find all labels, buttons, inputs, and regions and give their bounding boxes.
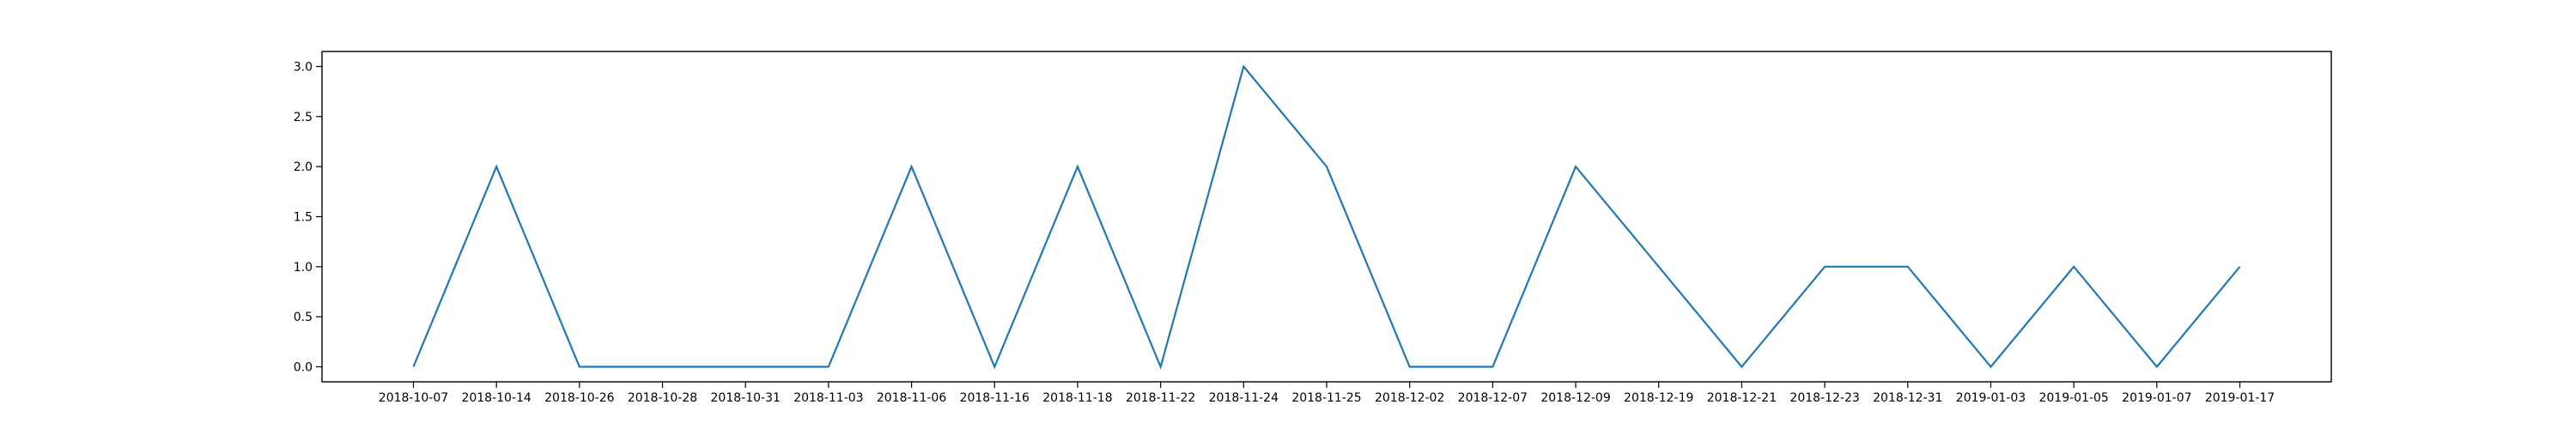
- y-tick-label: 1.5: [294, 211, 313, 225]
- x-tick-label: 2018-12-19: [1624, 391, 1693, 405]
- x-tick-label: 2018-12-02: [1375, 391, 1444, 405]
- x-tick-label: 2018-10-07: [379, 391, 448, 405]
- x-tick-label: 2019-01-05: [2038, 391, 2108, 405]
- y-tick-label: 2.0: [294, 160, 313, 174]
- x-tick-label: 2018-11-03: [793, 391, 863, 405]
- x-tick-label: 2018-12-09: [1540, 391, 1610, 405]
- y-tick-label: 0.0: [294, 361, 313, 375]
- x-tick-label: 2018-11-22: [1126, 391, 1195, 405]
- plot-area: [322, 51, 2331, 382]
- x-tick-label: 2018-10-31: [711, 391, 781, 405]
- x-tick-label: 2018-10-28: [628, 391, 697, 405]
- x-tick-label: 2018-10-26: [544, 391, 614, 405]
- y-tick-label: 3.0: [294, 61, 313, 75]
- x-tick-label: 2019-01-07: [2122, 391, 2191, 405]
- x-tick-label: 2018-10-14: [461, 391, 531, 405]
- x-tick-label: 2018-12-21: [1707, 391, 1777, 405]
- y-tick-label: 1.0: [294, 261, 313, 275]
- x-tick-label: 2018-11-25: [1291, 391, 1361, 405]
- x-tick-label: 2018-11-06: [877, 391, 946, 405]
- plot-frame: [321, 51, 2332, 383]
- x-tick-label: 2018-12-07: [1458, 391, 1528, 405]
- y-tick-label: 2.5: [294, 111, 313, 124]
- x-tick-label: 2018-11-16: [960, 391, 1030, 405]
- x-axis: 2018-10-07 2018-10-14 2018-10-26 2018-10-28…: [379, 382, 2275, 405]
- x-tick-label: 2019-01-17: [2205, 391, 2275, 405]
- x-tick-label: 2018-12-31: [1873, 391, 1942, 405]
- y-axis: 0.0 0.5 1.0 1.5 2.0 2.5 3.0: [294, 61, 322, 375]
- series-line: [412, 64, 2241, 370]
- x-tick-label: 2018-12-23: [1789, 391, 1859, 405]
- y-tick-label: 0.5: [294, 311, 313, 324]
- x-tick-label: 2019-01-03: [1956, 391, 2026, 405]
- x-tick-label: 2018-11-24: [1209, 391, 1279, 405]
- x-tick-label: 2018-11-18: [1042, 391, 1112, 405]
